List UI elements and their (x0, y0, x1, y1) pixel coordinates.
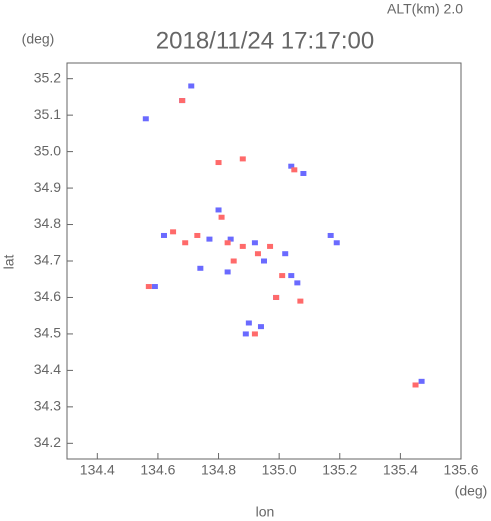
radar-echo (291, 167, 298, 173)
y-tick-label: 34.7 (34, 252, 61, 268)
radar-echo (227, 236, 234, 242)
y-tick-label: 34.6 (34, 288, 61, 304)
radar-echo (288, 273, 295, 279)
radar-echo (245, 320, 252, 326)
radar-echo (170, 229, 177, 235)
radar-echo (333, 240, 340, 246)
radar-echo (418, 378, 425, 384)
radar-echo (151, 284, 158, 290)
x-unit: (deg) (455, 483, 488, 499)
x-tick-label: 134.6 (140, 462, 175, 478)
radar-echo (294, 280, 301, 286)
radar-echo (194, 232, 201, 238)
radar-echo (251, 331, 258, 337)
radar-echo (230, 258, 237, 264)
radar-echo (239, 243, 246, 249)
radar-echo (215, 160, 222, 166)
radar-echo (267, 243, 274, 249)
radar-echo (160, 232, 167, 238)
y-tick-label: 35.2 (34, 69, 61, 85)
radar-echo (215, 207, 222, 213)
chart-title: 2018/11/24 17:17:00 (156, 27, 374, 54)
y-axis-label: lat (1, 255, 17, 270)
y-tick-label: 34.5 (34, 325, 61, 341)
radar-echo (182, 240, 189, 246)
radar-echo (257, 324, 264, 330)
radar-echo (242, 331, 249, 337)
radar-echo (254, 251, 261, 257)
radar-echo (179, 98, 186, 104)
radar-echo (239, 156, 246, 162)
radar-echo (197, 265, 204, 271)
y-tick-label: 35.1 (34, 106, 61, 122)
radar-echo (218, 214, 225, 220)
radar-echo (300, 170, 307, 176)
x-tick-label: 135.0 (262, 462, 297, 478)
radar-echo (188, 83, 195, 89)
y-tick-label: 34.3 (34, 398, 61, 414)
radar-echo (261, 258, 267, 264)
radar-echo (224, 269, 231, 275)
y-tick-label: 34.9 (34, 179, 61, 195)
x-tick-label: 134.8 (201, 462, 236, 478)
radar-echo (279, 273, 286, 279)
y-tick-label: 34.4 (34, 361, 61, 377)
radar-echo (282, 251, 289, 257)
radar-echo (327, 232, 334, 238)
radar-echo (273, 294, 280, 300)
radar-echo (145, 284, 152, 290)
radar-echo (288, 163, 295, 169)
x-tick-label: 134.4 (80, 462, 115, 478)
radar-echo (206, 236, 213, 242)
radar-echo (224, 240, 231, 246)
x-tick-label: 135.2 (322, 462, 357, 478)
y-tick-label: 35.0 (34, 142, 61, 158)
radar-echo (412, 382, 419, 388)
altitude-label: ALT(km) 2.0 (387, 1, 463, 17)
radar-echo (251, 240, 258, 246)
x-tick-label: 135.4 (383, 462, 418, 478)
y-tick-label: 34.2 (34, 434, 61, 450)
x-axis-label: lon (256, 504, 275, 520)
x-tick-label: 135.6 (443, 462, 478, 478)
y-tick-label: 34.8 (34, 215, 61, 231)
y-unit: (deg) (22, 31, 55, 47)
radar-echo (297, 298, 304, 304)
radar-echo (142, 116, 149, 122)
